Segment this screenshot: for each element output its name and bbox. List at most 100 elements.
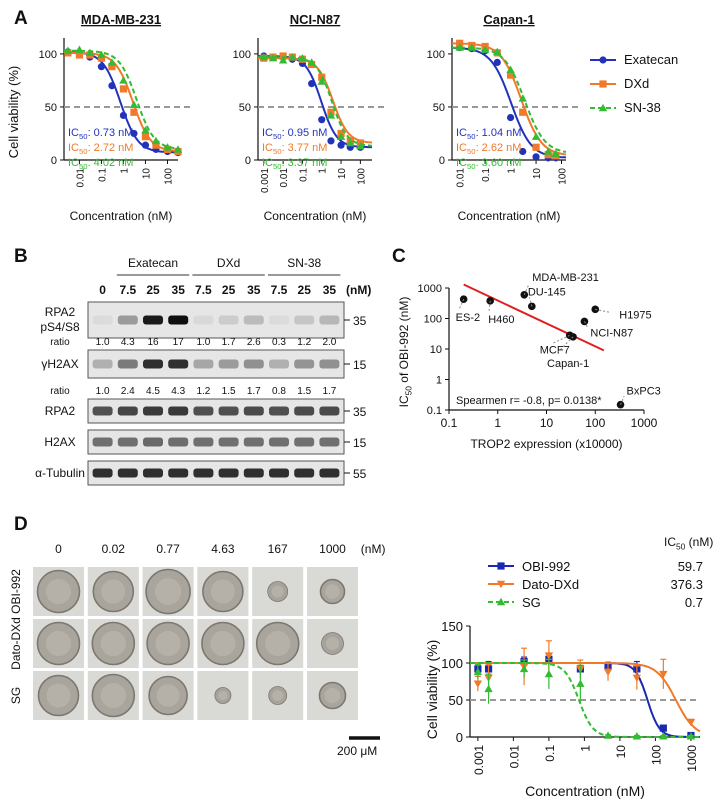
- data-point-dxd: [108, 63, 116, 71]
- legend-marker-sg: [496, 597, 506, 606]
- mw-label: 35: [353, 405, 367, 419]
- y-tick-label: 0: [51, 155, 57, 167]
- y-tick-label: 1: [436, 375, 442, 387]
- spheroid-core: [210, 579, 235, 604]
- ic50-header-pre: IC: [664, 535, 676, 549]
- spheroid-core: [325, 636, 340, 651]
- ic50-label-dxd-pre: IC: [262, 142, 273, 154]
- spheroid-core: [101, 579, 126, 604]
- data-point-sn38: [129, 100, 139, 109]
- y-tick-label: 100: [39, 49, 57, 61]
- ic50-label-sn38-post: : 3.60 nM: [476, 157, 522, 169]
- x-tick-label: 10: [540, 416, 554, 430]
- panel-c-ylabel-pre: IC: [397, 395, 411, 407]
- blot-dose-label: 35: [323, 283, 337, 297]
- blot-dose-label: 35: [172, 283, 186, 297]
- data-point-sn38: [288, 52, 297, 61]
- data-point-sn38: [97, 50, 106, 59]
- y-tick-label: 100: [233, 49, 251, 61]
- ic50-label-dxd-sub: 50: [273, 147, 282, 156]
- blot-band: [269, 406, 289, 416]
- scatter-point: [486, 297, 494, 305]
- blot-band: [92, 406, 113, 416]
- ratio-label: ratio: [50, 386, 70, 397]
- blot-band: [193, 359, 214, 369]
- ic50-label-dxd-sub: 50: [467, 147, 476, 156]
- data-point-sg: [576, 679, 585, 687]
- mw-label: 35: [353, 314, 367, 328]
- blot-band: [168, 315, 189, 325]
- data-point-sn38: [307, 58, 316, 66]
- blot-band: [193, 437, 214, 447]
- blot-band: [92, 468, 113, 478]
- x-tick-label: 100: [585, 416, 605, 430]
- blot-dose-label: 25: [298, 283, 312, 297]
- point-label: BxPC3: [627, 386, 661, 398]
- blot-band: [117, 359, 138, 369]
- ic50-label-sn38-sub: 50: [79, 162, 88, 171]
- data-point-sn38: [518, 94, 527, 102]
- point-label: MCF7: [540, 344, 570, 356]
- x-tick-label: 1: [119, 168, 130, 174]
- blot-dose-label: 25: [146, 283, 160, 297]
- ratio-value: 1.0: [96, 386, 110, 397]
- image-dose-label: 167: [268, 542, 288, 556]
- spheroid-core: [218, 690, 228, 701]
- data-point-sg: [473, 667, 483, 676]
- blot-band: [319, 468, 340, 478]
- legend-label-dxd: DXd: [624, 76, 649, 91]
- blot-band: [319, 359, 340, 369]
- image-dose-label: 0: [55, 542, 62, 556]
- legend-marker-obi: [497, 562, 505, 570]
- spheroid-core: [155, 630, 181, 657]
- data-point-sn38: [173, 145, 183, 153]
- panel-c-scatter: 0.1 1 10 100 1000 0.1 1 10 100 1000 ES-2 H460 MDA-MB…: [397, 272, 661, 451]
- data-point-sn38: [506, 65, 515, 74]
- data-point-sg: [544, 669, 554, 678]
- ic50-label-dxd: IC50: 3.77 nM: [262, 142, 327, 156]
- data-point-sn38: [493, 47, 502, 55]
- blot-band: [117, 468, 138, 478]
- spheroid-core: [46, 683, 71, 708]
- blot-band: [117, 437, 138, 447]
- data-point-dato: [686, 719, 696, 727]
- blot-band: [269, 468, 289, 478]
- blot-row-label: RPA2: [45, 305, 76, 319]
- ratio-value: 2.6: [247, 337, 261, 348]
- ic50-label-exatecan-pre: IC: [68, 127, 79, 139]
- image-dose-unit: (nM): [361, 542, 386, 556]
- data-point-dxd: [456, 39, 464, 47]
- data-point-dato: [659, 670, 668, 679]
- ratio-value: 1.7: [322, 386, 336, 397]
- x-tick-label: 10: [614, 745, 628, 759]
- blot-band: [143, 437, 163, 447]
- ic50-label-exatecan-post: : 1.04 nM: [476, 127, 522, 139]
- ic50-header: IC50 (nM): [664, 535, 713, 551]
- ic50-label-sn38-pre: IC: [456, 157, 467, 169]
- data-point-exatecan: [532, 153, 540, 161]
- y-tick-label: 1000: [418, 283, 442, 295]
- panel-c-ylabel-sub: 50: [403, 386, 413, 396]
- x-tick-label: 0.1: [481, 168, 492, 182]
- x-tick-label: 0.01: [507, 745, 521, 769]
- x-tick-label: 100: [356, 168, 367, 185]
- data-point-exatecan: [506, 113, 515, 122]
- scatter-point: [528, 302, 536, 311]
- panel-d-xlabel: Concentration (nM): [525, 783, 645, 799]
- ratio-value: 1.2: [196, 386, 210, 397]
- x-tick-label: 10: [337, 168, 348, 180]
- blot-band: [168, 468, 189, 478]
- data-point-sg: [632, 732, 642, 740]
- data-point-sn38: [531, 132, 541, 140]
- data-point-dxd: [141, 133, 150, 141]
- x-tick-label: 10: [532, 168, 543, 180]
- data-point-sn38: [346, 138, 355, 147]
- ic50-header-post: (nM): [685, 535, 713, 549]
- spheroid-core: [265, 630, 291, 657]
- point-leader: [595, 308, 610, 313]
- panel-c-xlabel: TROP2 expression (x10000): [470, 437, 622, 451]
- spheroid-core: [100, 630, 126, 657]
- ic50-label-exatecan-sub: 50: [467, 132, 476, 141]
- x-tick-label: 1000: [685, 745, 699, 772]
- ic50-label-exatecan: IC50: 0.95 nM: [262, 127, 327, 141]
